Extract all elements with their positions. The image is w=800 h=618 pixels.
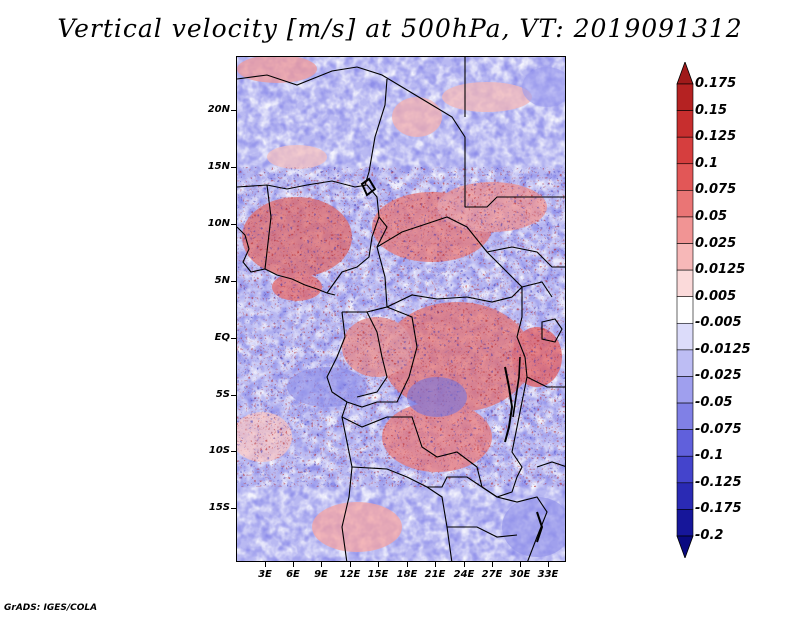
x-tick [350, 562, 351, 567]
colorbar-level-label: -0.2 [695, 528, 724, 543]
colorbar-level-label: 0.025 [695, 235, 737, 251]
colorbar-level-label: -0.0125 [695, 341, 751, 357]
y-tick [231, 508, 236, 509]
speckle-blue [237, 167, 565, 487]
colorbar-segment [676, 83, 694, 111]
colorbar-level-label: 0.075 [695, 182, 737, 198]
chart-title: Vertical velocity [m/s] at 500hPa, VT: 2… [57, 14, 743, 43]
colorbar-level-label: -0.175 [695, 501, 742, 517]
x-tick-label-21e: 21E [424, 569, 446, 580]
colorbar-segment [676, 455, 694, 484]
colorbar-segment [676, 429, 694, 457]
colorbar-bottom-triangle [676, 535, 694, 558]
y-tick [231, 338, 236, 339]
colorbar-segment [676, 349, 694, 377]
x-tick [548, 562, 549, 567]
x-tick-label-30e: 30E [509, 569, 531, 580]
colorbar-segment [676, 269, 694, 298]
x-tick [265, 562, 266, 567]
x-tick-label-3e: 3E [258, 569, 272, 580]
colorbar-level-label: -0.1 [695, 448, 724, 464]
colorbar-segment [676, 322, 694, 351]
x-tick [378, 562, 379, 567]
colorbar-level-label: 0.0125 [695, 262, 746, 278]
x-tick-label-9e: 9E [314, 569, 328, 580]
colorbar-segment [676, 110, 694, 138]
colorbar-level-label: -0.025 [695, 368, 742, 384]
x-tick [435, 562, 436, 567]
colorbar-level-label: 0.1 [695, 155, 719, 171]
footer-credit: GrADS: IGES/COLA [4, 603, 98, 613]
x-tick-label-12e: 12E [339, 569, 361, 580]
x-tick-label-24e: 24E [453, 569, 475, 580]
map-canvas [237, 57, 565, 561]
y-tick-label-5n: 5N [214, 275, 230, 286]
country-borders [237, 57, 565, 561]
colorbar-segment [676, 509, 694, 537]
colorbar-segment [676, 243, 694, 271]
x-tick [407, 562, 408, 567]
x-tick-label-27e: 27E [481, 569, 503, 580]
x-tick-label-33e: 33E [537, 569, 559, 580]
vertical-velocity-map [236, 56, 566, 562]
y-tick-label-eq: EQ [214, 332, 230, 343]
colorbar-segment [676, 163, 694, 191]
y-tick [231, 224, 236, 225]
y-tick [231, 167, 236, 168]
y-tick [231, 110, 236, 111]
x-tick [321, 562, 322, 567]
colorbar-level-label: 0.15 [695, 102, 728, 118]
y-tick-label-10n: 10N [207, 218, 230, 229]
colorbar-level-label: 0.05 [695, 208, 728, 224]
colorbar-level-label: -0.05 [695, 395, 733, 411]
x-tick [464, 562, 465, 567]
y-tick-label-10s: 10S [208, 445, 230, 456]
y-tick [231, 451, 236, 452]
x-tick [293, 562, 294, 567]
colorbar-level-label: 0.125 [695, 129, 737, 145]
colorbar-segment [676, 402, 694, 430]
y-tick-label-15n: 15N [207, 161, 230, 172]
y-tick-label-20n: 20N [207, 104, 230, 115]
y-tick [231, 281, 236, 282]
colorbar-segment [676, 216, 694, 244]
colorbar-level-label: -0.125 [695, 474, 742, 490]
colorbar-level-label: 0.175 [695, 76, 737, 91]
x-tick-label-6e: 6E [286, 569, 300, 580]
colorbar-level-label: -0.005 [695, 315, 742, 331]
colorbar-top-triangle [676, 62, 694, 85]
colorbar-segment [676, 296, 694, 324]
y-tick-label-15s: 15S [208, 502, 230, 513]
colorbar-segment [676, 376, 694, 404]
x-tick [520, 562, 521, 567]
colorbar-segment [676, 136, 694, 165]
colorbar-segment [676, 190, 694, 218]
x-tick-label-18e: 18E [396, 569, 418, 580]
colorbar-level-label: 0.005 [695, 288, 737, 304]
colorbar-level-label: -0.075 [695, 421, 742, 437]
y-tick-label-5s: 5S [215, 389, 230, 400]
x-tick-label-15e: 15E [367, 569, 389, 580]
y-tick [231, 395, 236, 396]
x-tick [492, 562, 493, 567]
colorbar-segment [676, 482, 694, 510]
colorbar [676, 62, 694, 558]
negative-velocity-patches [287, 67, 565, 557]
